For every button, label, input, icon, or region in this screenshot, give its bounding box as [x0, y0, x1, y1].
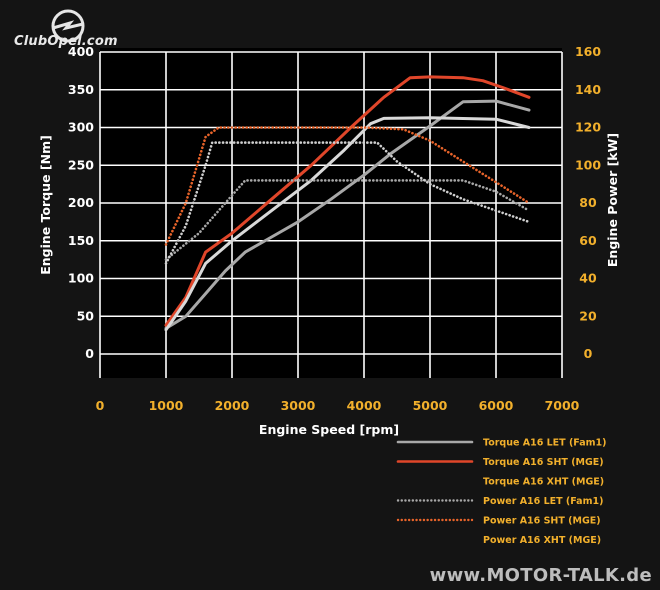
y-tick-label: 50 [77, 308, 95, 323]
legend-label-6: Power A16 XHT (MGE) [483, 535, 601, 546]
legend: Torque A16 LET (Fam1) Torque A16 SHT (MGE… [396, 438, 607, 546]
y-tick-label: 200 [68, 195, 94, 210]
series-line-2 [164, 75, 531, 327]
legend-label-5: Power A16 SHT (MGE) [483, 516, 601, 527]
y2-tick-label: 40 [579, 271, 597, 286]
y2-tick-label: 0 [584, 346, 593, 361]
x-tick-label: 7000 [545, 398, 580, 413]
y-tick-label: 350 [68, 82, 94, 97]
x-tick-label: 2000 [215, 398, 250, 413]
site-logo-text: ClubOpel.com [14, 34, 118, 49]
y2-axis-label: Engine Power [kW] [605, 133, 620, 267]
plot-area [100, 48, 562, 378]
y2-tick-label: 160 [575, 44, 601, 59]
series-line-6 [164, 141, 531, 265]
x-tick-label: 6000 [479, 398, 514, 413]
series-line-3 [164, 116, 531, 332]
x-tick-label: 5000 [413, 398, 448, 413]
x-axis-ticks: 0 1000 2000 3000 4000 5000 6000 7000 [96, 398, 580, 413]
y2-tick-label: 100 [575, 157, 601, 172]
y2-tick-label: 20 [579, 308, 597, 323]
y-tick-label: 300 [68, 120, 94, 135]
legend-label-2: Torque A16 SHT (MGE) [483, 457, 604, 468]
series-line-4 [164, 179, 531, 261]
legend-label-3: Torque A16 XHT (MGE) [483, 477, 604, 488]
x-tick-label: 3000 [281, 398, 316, 413]
y2-tick-label: 60 [579, 233, 597, 248]
x-tick-label: 0 [96, 398, 105, 413]
x-tick-label: 1000 [149, 398, 184, 413]
y-tick-label: 100 [68, 271, 94, 286]
x-tick-label: 4000 [347, 398, 382, 413]
y2-tick-label: 120 [575, 120, 601, 135]
y-axis-label: Engine Torque [Nm] [38, 135, 53, 275]
x-axis-label: Engine Speed [rpm] [259, 422, 399, 437]
y-tick-label: 150 [68, 233, 94, 248]
grid-lines [99, 51, 563, 378]
watermark: www.MOTOR-TALK.de [429, 565, 652, 586]
y2-tick-label: 140 [575, 82, 601, 97]
y-tick-label: 250 [68, 157, 94, 172]
y-tick-label: 0 [85, 346, 94, 361]
series-layer [164, 75, 531, 332]
right-axis-ticks: 0 20 40 60 80 100 120 140 160 [575, 44, 601, 361]
series-line-1 [164, 99, 531, 330]
left-axis-ticks: 0 50 100 150 200 250 300 350 400 [68, 44, 94, 361]
legend-label-4: Power A16 LET (Fam1) [483, 496, 603, 507]
series-line-5 [164, 126, 531, 246]
legend-label-1: Torque A16 LET (Fam1) [483, 438, 607, 449]
y2-tick-label: 80 [579, 195, 597, 210]
opel-logo-icon [51, 9, 85, 43]
y-tick-label: 400 [68, 44, 94, 59]
